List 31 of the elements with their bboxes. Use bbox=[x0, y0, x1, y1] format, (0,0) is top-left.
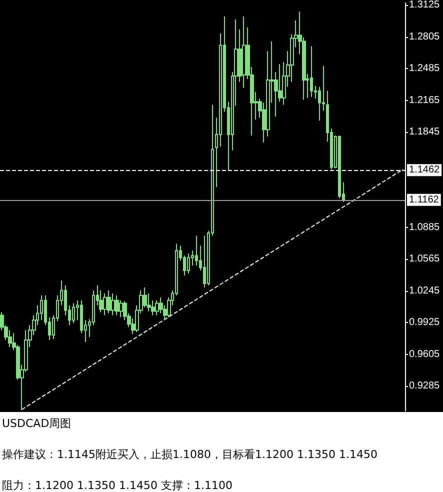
y-tick-label: 1.2165 bbox=[409, 94, 440, 106]
candlestick bbox=[155, 300, 159, 316]
y-tick-label: 1.3125 bbox=[409, 0, 440, 10]
candlestick bbox=[119, 300, 123, 318]
candlestick bbox=[103, 292, 107, 316]
candlestick bbox=[111, 292, 115, 316]
candlestick bbox=[115, 294, 119, 316]
y-tick-label: 1.0565 bbox=[409, 254, 440, 265]
candlestick bbox=[310, 46, 313, 98]
y-tick-label: 0.9285 bbox=[409, 380, 440, 392]
candlestick bbox=[242, 16, 246, 88]
candlestick bbox=[107, 290, 111, 314]
y-tick-label: 1.0885 bbox=[409, 222, 440, 233]
candlestick bbox=[203, 235, 206, 288]
ref-line-label: 1.1462 bbox=[409, 164, 440, 176]
candlestick bbox=[195, 235, 198, 266]
y-tick-label: 0.9925 bbox=[409, 317, 440, 328]
text: USDCAD周图 bbox=[2, 416, 72, 431]
candlestick bbox=[338, 135, 341, 199]
y-tick-label: 1.2485 bbox=[409, 63, 440, 74]
candlestick bbox=[72, 302, 75, 324]
ref-line-label: 1.1162 bbox=[409, 194, 440, 206]
candlestick bbox=[99, 290, 103, 313]
text: 阻力：1.1200 1.1350 1.1450 支撑：1.1100 bbox=[2, 478, 234, 492]
text: 操作建议：1.1145附近买入，止损1.1080，目标看1.1200 1.1350 1.1450 bbox=[2, 447, 378, 462]
y-tick-label: 1.0245 bbox=[409, 285, 440, 296]
candlestick bbox=[187, 253, 190, 274]
y-tick-label: 0.9605 bbox=[409, 348, 440, 360]
candlestick bbox=[40, 294, 43, 321]
y-tick-label: 1.2805 bbox=[409, 31, 440, 42]
y-tick-label: 1.1845 bbox=[409, 126, 440, 138]
